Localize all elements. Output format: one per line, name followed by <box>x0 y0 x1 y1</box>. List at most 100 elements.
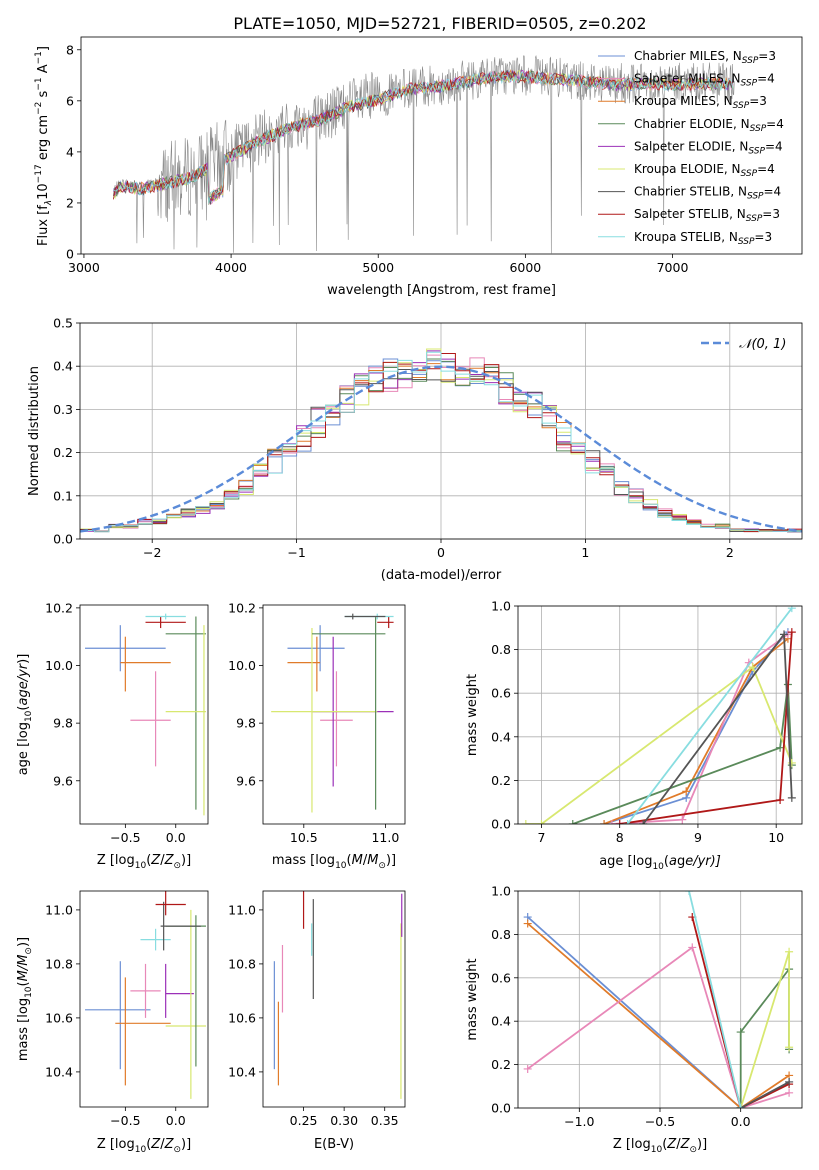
x-tick-label: 7 <box>537 830 545 845</box>
data-point <box>785 1043 794 1052</box>
x-tick-label: 4000 <box>215 260 247 275</box>
mass_weight_vs_Z-plot-area <box>523 891 794 1108</box>
series-line-kroupa_elodie <box>525 665 793 824</box>
legend-entry: Kroupa MILES, NSSP=3 <box>634 94 767 111</box>
y-tick-label: 0.8 <box>491 927 511 942</box>
normal-curve <box>80 365 802 533</box>
data-point <box>787 793 796 802</box>
residuals-xlabel: (data-model)/error <box>381 568 502 583</box>
y-tick-label: 0.0 <box>491 817 511 832</box>
data-point <box>600 820 609 824</box>
spectrum-ylabel: Flux [fλ10−17 erg cm−2 s−1 A−1] <box>34 46 54 246</box>
x-tick-label: 0.0 <box>731 1114 751 1129</box>
data-point <box>607 820 616 824</box>
y-tick-label: 0.5 <box>53 316 73 331</box>
y-tick-label: 8 <box>66 42 74 57</box>
y-tick-label: 0.6 <box>491 686 511 701</box>
data-point <box>521 820 530 824</box>
data-point <box>523 1064 532 1073</box>
y-tick-label: 2 <box>66 195 74 210</box>
y-tick-label: 0.1 <box>53 488 73 503</box>
y-tick-label: 10.2 <box>45 600 73 615</box>
y-tick-label: 9.8 <box>53 716 73 731</box>
y-tick-label: 0.3 <box>53 402 73 417</box>
y-tick-label: 0.4 <box>53 359 73 374</box>
axes-frame <box>262 604 406 825</box>
legend-entry: 𝒩(0, 1) <box>739 337 786 352</box>
figure-title: PLATE=1050, MJD=52721, FIBERID=0505, z=0… <box>233 14 646 33</box>
axes-frame <box>79 890 209 1108</box>
mass_vs_ebv-plot-area <box>273 891 403 1099</box>
x-tick-label: −1.0 <box>564 1114 594 1129</box>
x-tick-label: 7000 <box>657 260 689 275</box>
series-line-salpeter_miles <box>611 633 789 824</box>
series-line-chabrier_stelib <box>740 1081 790 1108</box>
y-tick-label: 0 <box>66 247 74 262</box>
y-tick-label: 10.2 <box>228 600 256 615</box>
y-tick-label: 1.0 <box>491 599 511 614</box>
data-point <box>785 1088 794 1097</box>
mass_weight_vs_age-plot-area <box>521 606 796 824</box>
axes-frame <box>79 604 209 825</box>
spectrum-xlabel: wavelength [Angstrom, rest frame] <box>327 283 556 298</box>
series-line-chabrier_elodie <box>572 684 793 824</box>
series-line-chabrier_stelib <box>642 631 793 824</box>
series-line-kroupa_stelib <box>688 891 742 1108</box>
y-tick-label: 0.6 <box>491 970 511 985</box>
legend-entry: Salpeter ELODIE, NSSP=4 <box>634 139 783 156</box>
y-tick-label: 10.4 <box>45 1064 73 1079</box>
residuals-axes: −2 −1 0 1 2 0.0 0.1 0.2 0.3 0.4 0.5 𝒩(0, 1) <box>53 316 803 560</box>
mass_weight_vs_age-axes: 7 8 9 10 0.0 0.2 0.4 0.6 0.8 1.0 <box>491 599 803 845</box>
legend-entry: Chabrier ELODIE, NSSP=4 <box>634 117 784 134</box>
y-tick-label: 10.4 <box>228 1064 256 1079</box>
y-tick-label: 9.6 <box>53 773 73 788</box>
mass_vs_Z-plot-area <box>85 891 206 1099</box>
mass_vs_Z-xlabel: Z [log10(Z/Z⊙)] <box>97 1137 191 1155</box>
x-tick-label: 0.0 <box>166 1113 186 1128</box>
mass_weight_vs_Z-xlabel: Z [log10(Z/Z⊙)] <box>613 1137 707 1155</box>
data-point <box>568 820 577 824</box>
age_vs_Z-ylabel: age [log10(age/yr)] <box>16 654 34 776</box>
series-line-kroupa_stelib <box>626 607 793 824</box>
y-tick-label: 9.6 <box>236 773 256 788</box>
legend-entry: Salpeter STELIB, NSSP=3 <box>634 207 780 224</box>
data-point <box>623 820 632 824</box>
data-point <box>537 820 546 824</box>
data-point <box>787 628 796 637</box>
legend-entry: Chabrier STELIB, NSSP=4 <box>634 185 781 202</box>
series-line-kroupa_miles <box>527 922 790 1108</box>
spectrum-plot-area <box>113 55 735 254</box>
mass_weight_vs_Z-ylabel: mass weight <box>465 958 480 1040</box>
x-tick-label: −0.5 <box>110 1113 140 1128</box>
data-point <box>615 820 624 824</box>
y-tick-label: 11.0 <box>45 902 73 917</box>
y-tick-label: 11.0 <box>228 902 256 917</box>
data-point <box>787 758 796 767</box>
x-tick-label: 5000 <box>362 260 394 275</box>
x-tick-label: −2 <box>143 545 161 560</box>
age_vs_mass-xlabel: mass [log10(M/M⊙)] <box>272 853 396 871</box>
data-point <box>776 743 785 752</box>
data-point <box>748 663 757 672</box>
x-tick-label: 3000 <box>68 260 100 275</box>
series-line-salpeter_stelib <box>691 916 790 1108</box>
legend-entry: Kroupa STELIB, NSSP=3 <box>634 230 772 247</box>
model-line-kroupa_elodie <box>113 69 734 202</box>
x-tick-label: 1 <box>581 545 589 560</box>
residuals-ylabel: Normed distribution <box>27 366 42 496</box>
y-tick-label: 0.2 <box>53 445 73 460</box>
x-tick-label: −0.5 <box>110 830 140 845</box>
x-tick-label: 11.0 <box>371 830 399 845</box>
axes-frame <box>517 890 803 1109</box>
data-point <box>785 947 794 956</box>
hist-line-kroupa_stelib <box>80 351 802 533</box>
data-point <box>776 796 785 805</box>
data-point <box>639 820 648 824</box>
y-tick-label: 10.8 <box>228 956 256 971</box>
data-point <box>688 943 697 952</box>
data-point <box>780 630 789 639</box>
y-tick-label: 10.6 <box>228 1010 256 1025</box>
x-tick-label: 0.35 <box>371 1113 399 1128</box>
model-line-kroupa_stelib <box>113 71 734 205</box>
y-tick-label: 0.8 <box>491 642 511 657</box>
